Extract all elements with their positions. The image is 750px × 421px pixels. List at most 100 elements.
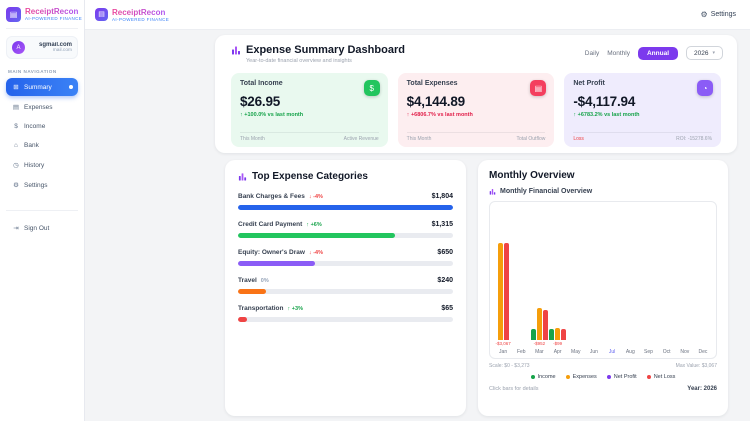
sidebar-item-income[interactable]: $ Income (6, 118, 78, 135)
main-content: Expense Summary Dashboard Year-to-date f… (85, 30, 750, 421)
bar-net-loss[interactable] (542, 310, 548, 340)
chart-month-apr[interactable]: -$99 Apr (549, 208, 567, 355)
gear-icon: ⚙ (13, 182, 19, 189)
sidebar-item-label: Summary (24, 83, 52, 91)
sidebar-item-expenses[interactable]: ▤ Expenses (6, 98, 78, 116)
x-axis-label: Feb (516, 349, 526, 355)
stat-card-total-income[interactable]: Total Income $ $26.95 ↑ +100.0% vs last mon… (231, 73, 388, 147)
bar-chart: -$3,067 Jan Feb -$952 Mar -$99 Apr May Jun Jul Aug… (489, 201, 717, 359)
stat-label: Net Profit (573, 80, 605, 87)
stat-card-total-expenses[interactable]: Total Expenses ▤ $4,144.89 ↑ +6806.7% vs la… (397, 73, 555, 147)
bar-net-loss[interactable] (503, 243, 509, 340)
gear-icon: ⚙ (700, 10, 708, 19)
stat-value: $26.95 (240, 94, 281, 109)
sidebar-item-settings[interactable]: ⚙ Settings (6, 176, 78, 194)
chart-month-nov[interactable]: Nov (676, 208, 694, 355)
legend-item-expenses: Expenses (565, 374, 597, 380)
monthly-subtitle: Monthly Financial Overview (500, 188, 593, 195)
category-value: $1,804 (431, 193, 453, 200)
stat-label: Total Income (240, 80, 283, 87)
sidebar-item-bank[interactable]: ⌂ Bank (6, 137, 78, 154)
chart-month-oct[interactable]: Oct (658, 208, 676, 355)
category-bar-fill[interactable] (238, 233, 395, 238)
settings-button[interactable]: ⚙ Settings (701, 10, 736, 19)
category-row: Equity: Owner's Draw ↓ -4% $650 (238, 249, 453, 266)
monthly-overview-card: Monthly Overview Monthly Financial Overv… (478, 160, 728, 416)
category-bar-fill[interactable] (238, 205, 453, 210)
stat-footer-left: This Month (240, 136, 265, 142)
x-axis-label: Nov (680, 349, 690, 355)
legend-item-net-profit: Net Profit (606, 374, 637, 380)
bar-income[interactable] (549, 329, 555, 340)
year-select-value: 2026 (694, 49, 709, 57)
chart-month-jul[interactable]: Jul (603, 208, 621, 355)
categories-list: Bank Charges & Fees ↓ -4% $1,804 Credit Car… (238, 193, 453, 322)
chart-month-jan[interactable]: -$3,067 Jan (494, 208, 512, 355)
stat-footer-right: Total Outflow (516, 136, 546, 142)
category-row: Travel 0% $240 (238, 277, 453, 294)
category-bar-fill[interactable] (238, 317, 247, 322)
category-bar-track (238, 317, 453, 322)
period-button-monthly[interactable]: Monthly (607, 49, 630, 57)
categories-title: Top Expense Categories (252, 171, 368, 182)
nav-section-label: MAIN NAVIGATION (8, 69, 57, 74)
stat-label: Total Expenses (406, 80, 458, 87)
category-bar-fill[interactable] (238, 289, 266, 294)
sidebar-item-sign-out[interactable]: ⇥ Sign Out (6, 219, 78, 237)
category-bar-track (238, 233, 453, 238)
stat-footer-left: This Month (406, 136, 432, 142)
x-axis-label: Jul (608, 349, 616, 355)
legend-label: Net Profit (613, 374, 637, 380)
chart-month-feb[interactable]: Feb (512, 208, 530, 355)
monthly-title: Monthly Overview (489, 170, 575, 181)
bar-expenses[interactable] (497, 243, 503, 340)
stat-footer-right: ROI: -15278.6% (676, 136, 713, 142)
period-controls: Daily Monthly Annual 2026 ▾ (585, 46, 723, 60)
stat-value: $4,144.89 (406, 94, 465, 109)
period-button-daily[interactable]: Daily (584, 49, 600, 57)
bar-group (497, 243, 509, 340)
avatar: A (12, 41, 25, 54)
chart-month-mar[interactable]: -$952 Mar (530, 208, 548, 355)
category-change-badge: ↑ +6% (306, 222, 322, 228)
bar-chart-icon (238, 173, 247, 181)
chart-month-dec[interactable]: Dec (694, 208, 712, 355)
chart-hint: Click bars for details (489, 386, 539, 392)
bar-income[interactable] (530, 329, 536, 340)
sidebar-item-history[interactable]: ◷ History (6, 156, 78, 174)
category-bar-track (238, 205, 453, 210)
user-profile[interactable]: A sgmail.com mail.com (6, 36, 78, 59)
year-select[interactable]: 2026 ▾ (686, 46, 723, 60)
sidebar-item-summary[interactable]: ⊞ Summary (6, 78, 78, 96)
chart-max-note: Max Value: $3,067 (675, 363, 717, 369)
sidebar-item-label: Income (24, 123, 46, 130)
stat-delta: ↑ +6806.7% vs last month (406, 112, 473, 118)
user-email-secondary: mail.com (52, 48, 72, 53)
bar-value-label: -$3,067 (495, 341, 511, 346)
category-value: $1,315 (431, 221, 453, 228)
period-button-annual[interactable]: Annual (637, 46, 679, 60)
bar-net-loss[interactable] (561, 329, 567, 340)
stat-cards-row: Total Income $ $26.95 ↑ +100.0% vs last mon… (231, 73, 722, 147)
bar-expenses[interactable] (555, 328, 561, 340)
chart-month-aug[interactable]: Aug (621, 208, 639, 355)
stat-footer-right: Active Revenue (343, 136, 379, 142)
page-title: Expense Summary Dashboard (246, 44, 405, 56)
bar-chart-icon (232, 46, 240, 55)
category-value: $65 (441, 305, 453, 312)
category-bar-fill[interactable] (238, 261, 316, 266)
sidebar-logo: ▤ ReceiptRecon AI-POWERED FINANCE (6, 7, 82, 29)
category-change-badge: ↓ -4% (308, 250, 323, 256)
bar-value-label: -$952 (533, 341, 546, 346)
stat-card-net-profit[interactable]: Net Profit ◔ -$4,117.94 ↑ +6783.2% vs last … (564, 73, 722, 147)
chart-month-may[interactable]: May (567, 208, 585, 355)
receipt-icon: ▤ (12, 104, 20, 111)
chart-month-sep[interactable]: Sep (639, 208, 657, 355)
sign-out-icon: ⇥ (13, 225, 19, 232)
brand-name: ReceiptRecon (112, 8, 169, 17)
legend-label: Net Loss (653, 374, 676, 380)
category-bar-track (238, 289, 453, 294)
chart-month-jun[interactable]: Jun (585, 208, 603, 355)
bar-expenses[interactable] (536, 308, 542, 340)
